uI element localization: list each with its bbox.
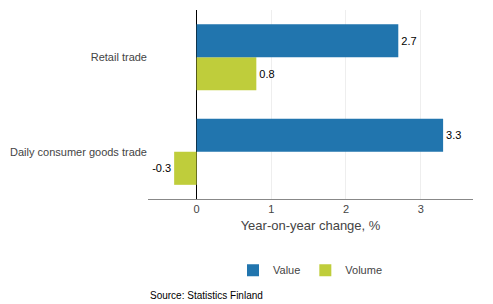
svg-text:Retail trade: Retail trade bbox=[91, 51, 147, 63]
svg-text:Volume: Volume bbox=[345, 264, 382, 276]
svg-text:Daily consumer goods trade: Daily consumer goods trade bbox=[10, 146, 147, 158]
svg-text:3.3: 3.3 bbox=[446, 129, 461, 141]
svg-text:2: 2 bbox=[343, 203, 349, 215]
svg-text:Value: Value bbox=[273, 264, 300, 276]
svg-text:0.8: 0.8 bbox=[259, 68, 274, 80]
svg-text:1: 1 bbox=[268, 203, 274, 215]
svg-text:-0.3: -0.3 bbox=[152, 162, 171, 174]
svg-text:0: 0 bbox=[193, 203, 199, 215]
svg-text:Year-on-year change, %: Year-on-year change, % bbox=[241, 218, 381, 233]
svg-text:3: 3 bbox=[418, 203, 424, 215]
svg-text:2.7: 2.7 bbox=[401, 35, 416, 47]
svg-text:Source: Statistics Finland: Source: Statistics Finland bbox=[150, 290, 263, 301]
